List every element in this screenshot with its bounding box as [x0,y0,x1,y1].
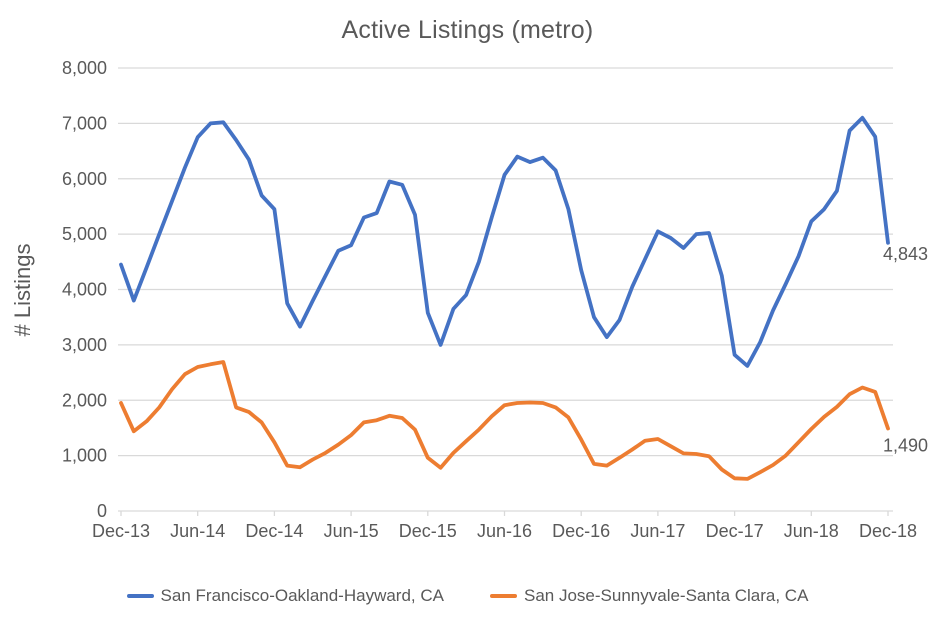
y-tick-label: 6,000 [62,169,107,189]
y-tick-label: 5,000 [62,224,107,244]
y-axis-title: # Listings [10,244,35,337]
legend-line-swatch-0 [126,594,154,598]
legend-label-0: San Francisco-Oakland-Hayward, CA [160,586,444,605]
x-tick-label: Dec-13 [92,521,150,541]
y-tick-label: 4,000 [62,280,107,300]
series-line-0 [119,115,890,368]
legend-label-1: San Jose-Sunnyvale-Santa Clara, CA [524,586,809,605]
x-tick-label: Dec-14 [245,521,303,541]
y-tick-label: 7,000 [62,113,107,133]
x-tick-label: Jun-14 [170,521,225,541]
x-tick-label: Jun-16 [477,521,532,541]
y-tick-label: 2,000 [62,390,107,410]
x-tick-label: Dec-18 [859,521,917,541]
x-tick-label: Dec-17 [706,521,764,541]
legend-item-0: San Francisco-Oakland-Hayward, CA [126,586,444,606]
y-tick-label: 0 [97,501,107,521]
legend-item-1: San Jose-Sunnyvale-Santa Clara, CA [490,586,808,606]
legend: San Francisco-Oakland-Hayward, CA San Jos… [0,586,935,606]
x-tick-label: Jun-17 [630,521,685,541]
series-line-1 [119,360,890,481]
y-tick-label: 1,000 [62,446,107,466]
x-tick-label: Dec-15 [399,521,457,541]
series-end-data-label-0: 4,843 [883,244,928,264]
series-end-data-label-1: 1,490 [883,435,928,455]
legend-line-swatch-1 [490,594,517,598]
y-tick-label: 3,000 [62,335,107,355]
x-tick-label: Jun-18 [784,521,839,541]
chart-title: Active Listings (metro) [341,16,594,44]
y-tick-label: 8,000 [62,58,107,78]
x-tick-label: Dec-16 [552,521,610,541]
x-tick-label: Jun-15 [324,521,379,541]
